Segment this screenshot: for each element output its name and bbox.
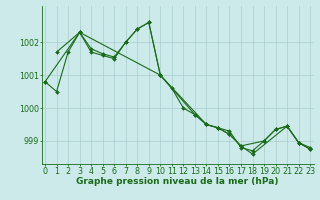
- X-axis label: Graphe pression niveau de la mer (hPa): Graphe pression niveau de la mer (hPa): [76, 177, 279, 186]
